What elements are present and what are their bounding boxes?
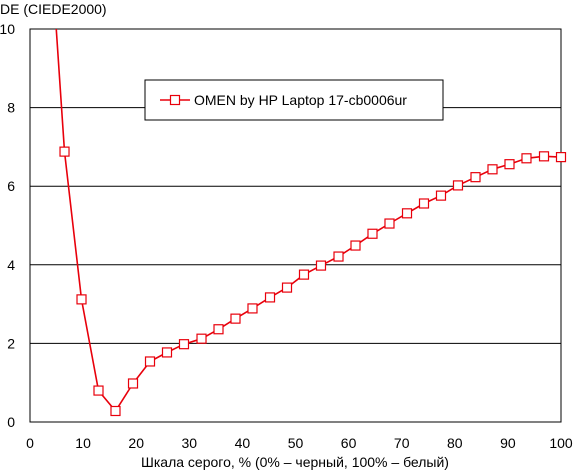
- x-tick-label-90: 90: [500, 435, 516, 451]
- data-point-28: [521, 153, 532, 164]
- x-tick-label-80: 80: [447, 435, 463, 451]
- data-point-15: [298, 269, 310, 280]
- legend-box: [144, 79, 444, 121]
- x-tick-label-50: 50: [288, 435, 304, 451]
- x-tick-label-40: 40: [235, 435, 251, 451]
- data-point-6: [144, 356, 156, 367]
- legend-label: OMEN by HP Laptop 17-cb0006ur: [194, 92, 407, 108]
- data-point-22: [418, 198, 430, 209]
- data-point-26: [487, 164, 498, 175]
- plot-area-border: [29, 28, 562, 423]
- x-tick-label-60: 60: [341, 435, 357, 451]
- y-tick-label-6: 6: [7, 178, 15, 194]
- data-point-20: [384, 218, 395, 229]
- data-point-4: [110, 405, 121, 417]
- data-point-29: [538, 151, 550, 162]
- data-point-25: [470, 172, 481, 183]
- data-point-16: [315, 260, 327, 271]
- data-point-14: [281, 282, 293, 293]
- y-axis-tick-labels: 0 2 4 6 8 10: [0, 21, 15, 430]
- data-point-24: [452, 180, 464, 191]
- y-tick-label-0: 0: [7, 414, 15, 430]
- y-tick-label-4: 4: [7, 257, 15, 273]
- data-point-27: [504, 159, 515, 170]
- gridlines: [30, 107, 561, 344]
- legend: OMEN by HP Laptop 17-cb0006ur: [144, 79, 444, 121]
- legend-marker: [169, 94, 181, 106]
- x-axis-title: Шкала серого, % (0% – черный, 100% – бел…: [141, 454, 449, 470]
- x-tick-label-0: 0: [26, 435, 34, 451]
- y-tick-label-10: 10: [0, 21, 15, 37]
- series-layer: [55, 29, 567, 417]
- data-point-30: [555, 152, 567, 163]
- data-point-17: [333, 251, 344, 262]
- data-point-11: [230, 313, 241, 324]
- data-point-21: [401, 208, 413, 219]
- x-tick-label-10: 10: [75, 435, 91, 451]
- data-point-5: [127, 378, 139, 389]
- data-point-19: [367, 228, 378, 239]
- data-point-3: [93, 385, 104, 396]
- series-line-0: [55, 29, 561, 413]
- y-axis-title: DE (CIEDE2000): [0, 1, 107, 17]
- x-tick-label-20: 20: [128, 435, 144, 451]
- data-point-12: [247, 303, 258, 314]
- data-point-7: [161, 347, 173, 358]
- data-point-13: [264, 292, 276, 303]
- data-point-18: [350, 240, 361, 251]
- data-point-9: [196, 333, 207, 344]
- data-point-1: [59, 146, 70, 157]
- y-tick-label-2: 2: [7, 335, 15, 351]
- y-tick-label-8: 8: [7, 100, 15, 116]
- data-point-23: [435, 190, 447, 201]
- x-tick-label-30: 30: [182, 435, 198, 451]
- data-point-8: [178, 339, 190, 350]
- x-tick-label-100: 100: [549, 435, 573, 451]
- data-point-10: [213, 324, 224, 335]
- data-point-2: [76, 294, 87, 305]
- x-tick-label-70: 70: [394, 435, 410, 451]
- x-axis-tick-labels: 0 10 20 30 40 50 60 70 80 90 100: [26, 435, 573, 451]
